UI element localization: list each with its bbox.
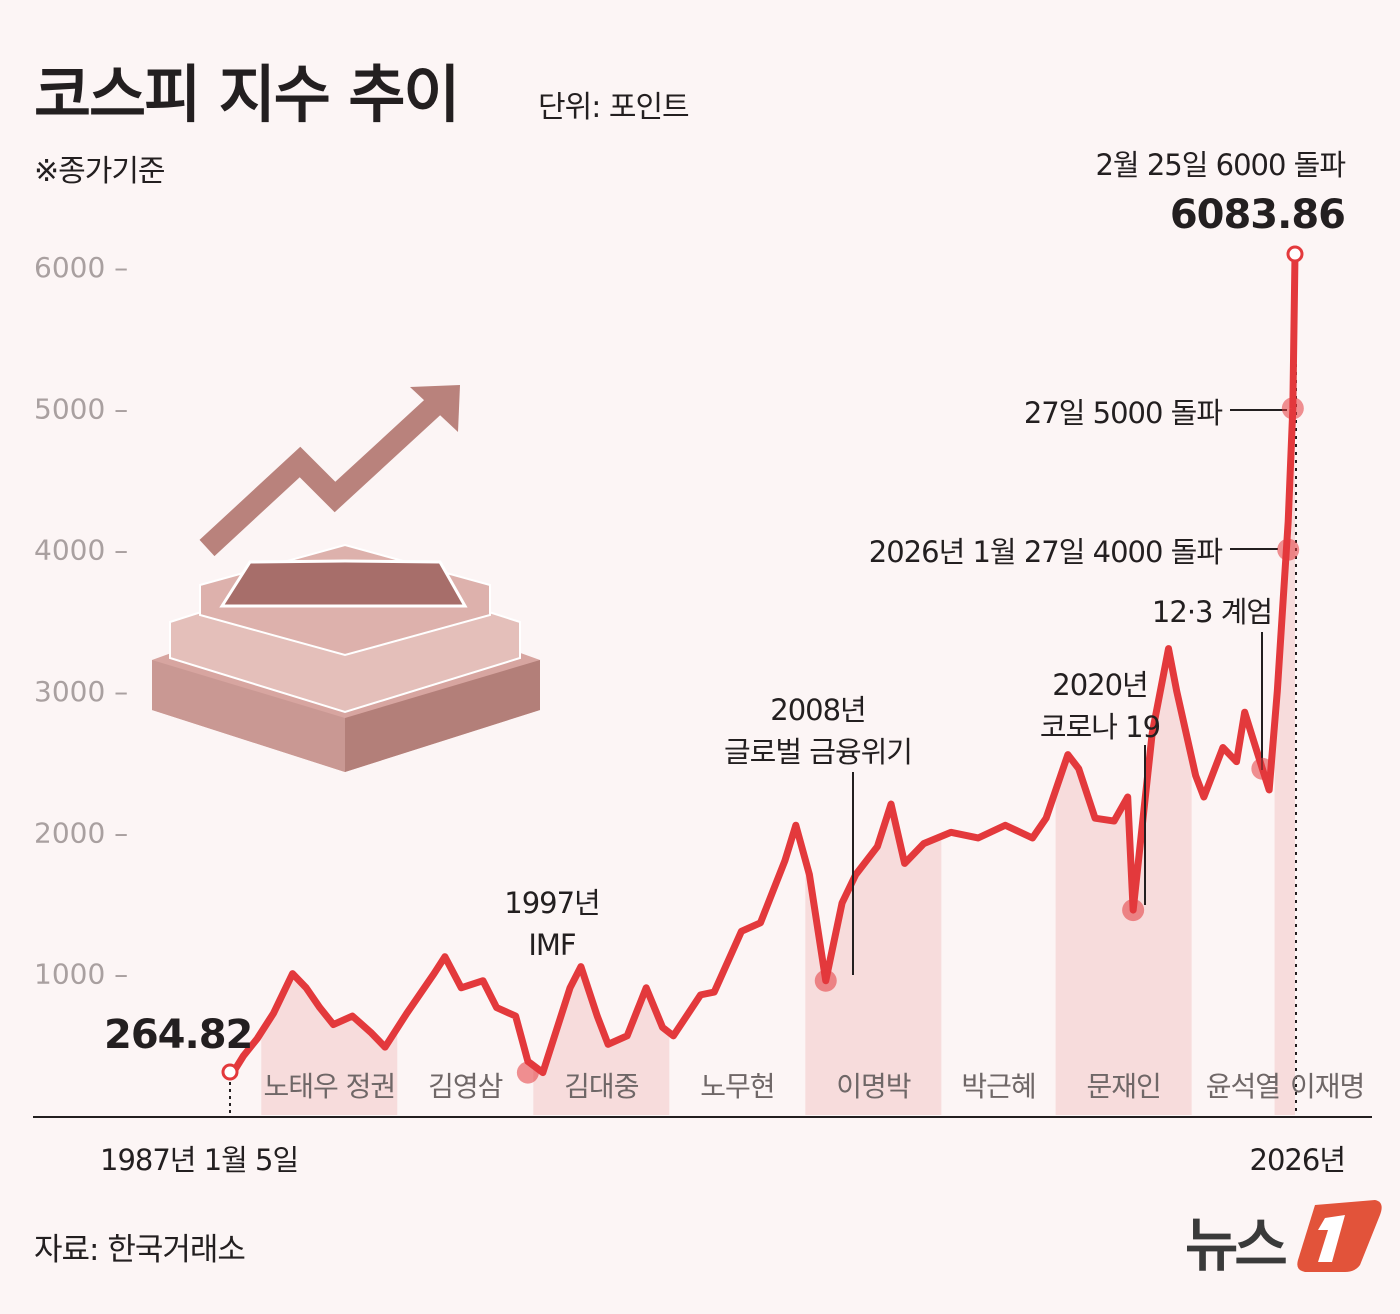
event-marker <box>1122 899 1145 922</box>
term-label: 이명박 <box>836 1070 911 1103</box>
note-label: ※종가기준 <box>34 154 166 189</box>
y-tick-label: 6000 – <box>34 251 128 284</box>
term-label: 노무현 <box>700 1070 774 1103</box>
event-marker <box>1277 538 1300 561</box>
source-label: 자료: 한국거래소 <box>34 1232 246 1268</box>
term-shade <box>805 804 942 1115</box>
x-start-label: 1987년 1월 5일 <box>100 1143 298 1177</box>
term-label: 윤석열 <box>1206 1070 1280 1103</box>
news1-logo: 뉴스 <box>1185 1200 1382 1279</box>
term-label: 문재인 <box>1086 1070 1160 1103</box>
rising-arrow-pedestal-illustration <box>152 385 540 772</box>
term-shade <box>1274 255 1295 1116</box>
start-point-marker <box>221 1063 239 1081</box>
annotation-label: 12·3 계엄 <box>1152 595 1272 629</box>
x-end-label: 2026년 <box>1250 1143 1345 1177</box>
term-label: 노태우 정권 <box>263 1070 395 1103</box>
term-label: 이재명 <box>1290 1070 1364 1103</box>
y-tick-label: 4000 – <box>34 534 128 567</box>
annotation-label: 27일 5000 돌파 <box>1024 396 1223 430</box>
annotation-label: 2020년 <box>1052 668 1147 702</box>
kospi-series-line <box>227 255 1299 1080</box>
annotation-label: 2026년 1월 27일 4000 돌파 <box>869 535 1223 569</box>
annotation-label: IMF <box>528 928 575 962</box>
annotation-label: 1997년 <box>504 886 599 920</box>
annotation-label: 2008년 <box>770 693 865 727</box>
start-value-label: 264.82 <box>104 1012 252 1058</box>
term-label: 김대중 <box>564 1070 639 1103</box>
event-marker <box>1251 757 1274 780</box>
event-marker <box>814 969 837 992</box>
term-label: 박근혜 <box>961 1070 1035 1103</box>
annotation-label: 글로벌 금융위기 <box>724 735 912 769</box>
end-value-label: 6083.86 <box>1170 192 1345 238</box>
end-point-marker <box>1286 245 1304 263</box>
y-tick-label: 2000 – <box>34 816 128 849</box>
annotation-label: 코로나 19 <box>1040 710 1160 744</box>
unit-label: 단위: 포인트 <box>538 90 690 125</box>
y-tick-label: 5000 – <box>34 392 128 425</box>
term-shade <box>1055 648 1192 1115</box>
term-label: 김영삼 <box>428 1070 503 1103</box>
event-marker <box>1281 397 1304 420</box>
annotation-label: 2월 25일 6000 돌파 <box>1095 148 1345 182</box>
y-tick-label: 1000 – <box>34 958 128 991</box>
svg-text:뉴스: 뉴스 <box>1185 1211 1286 1279</box>
page-title: 코스피 지수 추이 <box>34 58 460 131</box>
event-marker <box>516 1061 539 1084</box>
term-shade <box>261 973 398 1115</box>
y-tick-label: 3000 – <box>34 675 128 708</box>
